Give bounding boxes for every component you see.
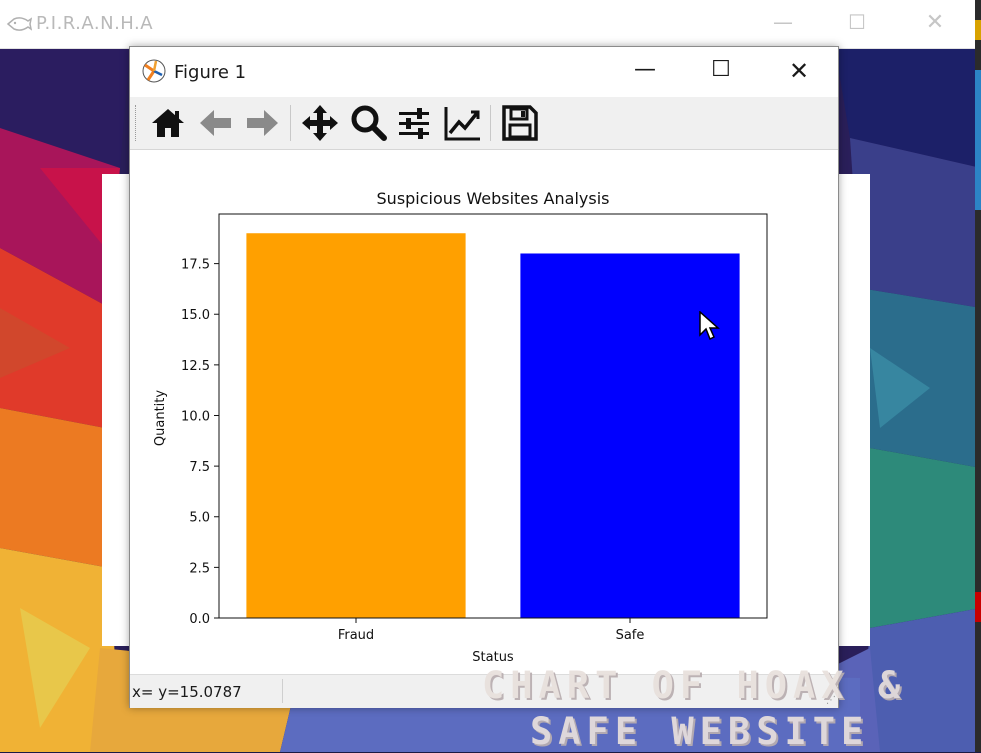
resize-grip[interactable]: ⋰ [826, 695, 836, 706]
forward-arrow-icon[interactable] [242, 103, 282, 143]
home-icon[interactable] [148, 103, 188, 143]
matplotlib-icon [142, 59, 166, 83]
figure-window: Figure 1 — ☐ ✕ [129, 46, 839, 708]
app-maximize-button[interactable]: ☐ [848, 10, 866, 34]
app-close-button[interactable]: ✕ [925, 10, 945, 35]
zoom-icon[interactable] [348, 103, 388, 143]
figure-minimize-button[interactable]: — [634, 57, 656, 82]
adjacent-window-edge [975, 0, 981, 752]
figure-close-button[interactable]: ✕ [788, 57, 810, 85]
y-axis-label: Quantity [153, 390, 168, 446]
x-tick-label: Safe [616, 628, 645, 643]
app-title: P.I.R.A.N.H.A [36, 13, 154, 34]
figure-canvas[interactable]: Suspicious Websites Analysis Status Quan… [130, 150, 838, 674]
y-tick-label: 0.0 [189, 612, 210, 627]
edit-axis-icon[interactable] [442, 103, 482, 143]
y-tick-label: 5.0 [189, 511, 210, 526]
y-tick-label: 10.0 [181, 409, 210, 424]
caption-line-1: CHART OF HOAX & [482, 664, 907, 707]
app-titlebar: P.I.R.A.N.H.A — ☐ ✕ [0, 0, 975, 49]
mouse-cursor-icon [699, 311, 720, 341]
axes-frame [218, 213, 768, 619]
y-tick-label: 7.5 [189, 460, 210, 475]
save-icon[interactable] [500, 103, 540, 143]
app-minimize-button[interactable]: — [773, 10, 793, 34]
back-arrow-icon[interactable] [196, 103, 236, 143]
caption-line-2: SAFE WEBSITE [530, 710, 870, 753]
figure-title: Figure 1 [174, 62, 247, 83]
bar-safe[interactable] [520, 253, 740, 619]
bar-chart[interactable]: Suspicious Websites Analysis Status Quan… [130, 150, 838, 674]
piranha-fish-icon [6, 14, 33, 34]
toolbar-grip[interactable] [135, 105, 138, 141]
y-tick-label: 2.5 [189, 561, 210, 576]
x-tick-label: Fraud [338, 628, 374, 643]
navigation-toolbar [130, 97, 838, 150]
figure-titlebar: Figure 1 — ☐ ✕ [130, 47, 838, 97]
status-bar: x= y=15.0787 ⋰ [130, 674, 838, 708]
y-tick-label: 15.0 [181, 308, 210, 323]
bar-fraud[interactable] [246, 233, 466, 618]
figure-maximize-button[interactable]: ☐ [711, 57, 731, 82]
pan-icon[interactable] [300, 103, 340, 143]
subplots-icon[interactable] [394, 103, 434, 143]
cursor-coordinates: x= y=15.0787 [132, 683, 242, 701]
chart-title: Suspicious Websites Analysis [377, 189, 610, 208]
y-tick-label: 17.5 [181, 258, 210, 273]
x-axis-label: Status [472, 650, 514, 665]
y-tick-label: 12.5 [181, 359, 210, 374]
